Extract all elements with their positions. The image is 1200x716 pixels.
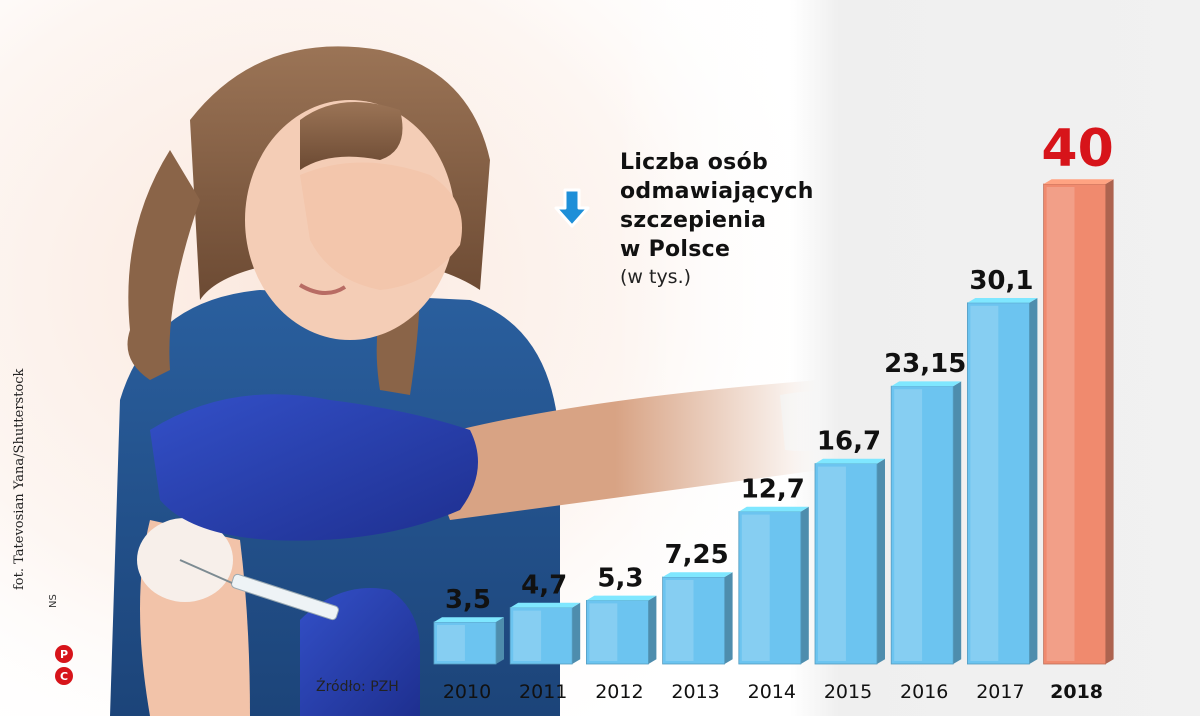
bar-shine xyxy=(665,580,694,661)
category-label-2016: 2016 xyxy=(900,681,948,703)
title-line-2: odmawiających xyxy=(620,179,814,204)
value-label-2015: 16,7 xyxy=(817,427,881,457)
copyright-logo-icon: C P xyxy=(55,645,73,685)
bar-top xyxy=(510,602,581,608)
bar-side xyxy=(1105,179,1114,664)
bar-front xyxy=(1043,183,1106,665)
bar-side xyxy=(572,602,581,664)
value-label-2013: 7,25 xyxy=(665,540,729,570)
photo-child-vaccination xyxy=(0,0,820,716)
bars-layer xyxy=(433,179,1114,665)
category-label-2018: 2018 xyxy=(1050,681,1103,703)
bar-front xyxy=(738,511,802,665)
category-label-2017: 2017 xyxy=(976,681,1024,703)
bar-side xyxy=(800,506,809,664)
bar-2017 xyxy=(967,298,1038,665)
bar-top xyxy=(434,617,504,622)
value-label-2012: 5,3 xyxy=(597,563,643,593)
title-line-3: szczepienia xyxy=(620,208,767,233)
bar-top xyxy=(815,458,885,464)
category-label-2010: 2010 xyxy=(443,681,491,703)
photo-credit: fot. Tatevosian Yana/Shutterstock xyxy=(12,368,27,590)
bar-top xyxy=(738,506,809,512)
bar-top xyxy=(662,572,733,577)
category-label-2012: 2012 xyxy=(595,681,643,703)
category-label-2015: 2015 xyxy=(824,681,872,703)
svg-text:C: C xyxy=(60,670,68,683)
down-arrow-icon xyxy=(554,188,590,228)
bar-2012 xyxy=(586,595,657,665)
bar-top xyxy=(586,595,657,601)
value-labels-layer: 3,5 4,7 5,3 7,25 12,7 16,7 23,15 30,1 40 xyxy=(445,119,1114,615)
category-label-2014: 2014 xyxy=(748,681,796,703)
value-label-2011: 4,7 xyxy=(521,571,567,601)
bar-top xyxy=(891,381,962,387)
bar-2018 xyxy=(1043,179,1114,665)
bar-shine xyxy=(894,389,923,661)
value-label-2016: 23,15 xyxy=(884,349,966,379)
bar-shine xyxy=(818,466,846,661)
bar-2016 xyxy=(890,381,962,665)
value-label-2010: 3,5 xyxy=(445,585,491,615)
bar-shine xyxy=(741,514,770,661)
bar-side xyxy=(496,617,504,664)
bar-front xyxy=(509,607,573,665)
source-label: Źródło: PZH xyxy=(316,679,399,695)
bar-2015 xyxy=(814,458,885,665)
bar-front xyxy=(890,385,954,665)
bar-front xyxy=(586,600,649,665)
title-line-1: Liczba osób xyxy=(620,150,769,175)
bar-shine xyxy=(589,603,618,661)
bar-side xyxy=(1029,298,1038,664)
bar-top xyxy=(967,298,1038,303)
value-label-2018: 40 xyxy=(1041,119,1113,179)
bar-side xyxy=(724,572,733,664)
bar-shine xyxy=(513,610,542,661)
bar-front xyxy=(967,302,1030,665)
bar-shine xyxy=(970,305,999,661)
bar-2010 xyxy=(433,617,504,665)
category-label-2013: 2013 xyxy=(671,681,719,703)
value-label-2014: 12,7 xyxy=(741,475,805,505)
bar-side xyxy=(953,381,962,664)
bar-front xyxy=(662,576,725,665)
category-label-2011: 2011 xyxy=(519,681,567,703)
bar-side xyxy=(648,595,657,664)
bar-front xyxy=(433,621,497,665)
bar-top xyxy=(1043,179,1114,184)
bar-side xyxy=(877,458,885,664)
bar-2014 xyxy=(738,506,809,665)
bar-shine xyxy=(1046,187,1075,661)
bar-2013 xyxy=(662,572,733,665)
svg-text:P: P xyxy=(60,648,68,661)
title-line-4: w Polsce xyxy=(620,237,731,262)
bar-shine xyxy=(437,625,465,661)
agency-label: NS xyxy=(48,594,59,608)
unit-label: (w tys.) xyxy=(620,266,692,288)
value-label-2017: 30,1 xyxy=(969,266,1033,296)
bar-front xyxy=(814,463,878,665)
bar-2011 xyxy=(509,602,581,665)
category-labels-layer: 2010 2011 2012 2013 2014 2015 2016 2017 2018 xyxy=(443,681,1103,703)
chart-title: Liczba osób odmawiających szczepienia w … xyxy=(620,148,814,290)
